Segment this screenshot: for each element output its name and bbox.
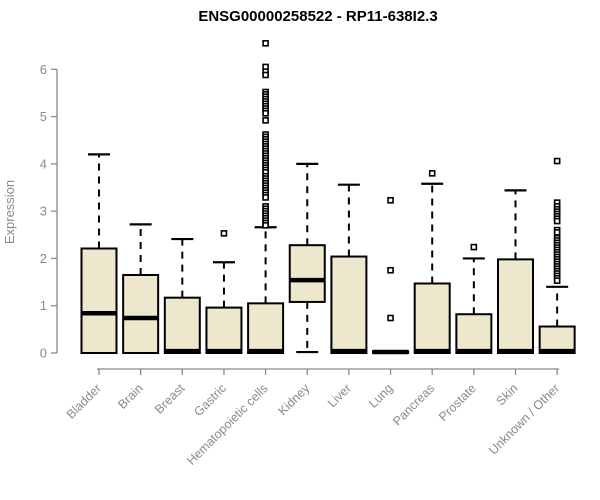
y-tick-label: 5 (40, 109, 47, 124)
y-tick-label: 3 (40, 204, 47, 219)
outlier-point (387, 266, 394, 274)
y-axis-title: Expression (2, 180, 17, 244)
box-bladder (80, 247, 118, 354)
x-tick-label: Hematopoietic cells (184, 381, 271, 468)
outlier-point (262, 222, 269, 229)
y-tick-label: 4 (40, 156, 47, 171)
outlier-point (262, 109, 269, 117)
outlier-point (262, 117, 269, 124)
outlier-point (553, 229, 561, 236)
y-tick-label: 1 (40, 298, 47, 313)
x-tick-label: Brain (115, 381, 146, 412)
chart-title: ENSG00000258522 - RP11-638I2.3 (198, 8, 438, 25)
outlier-point (262, 71, 269, 79)
y-tick-label: 0 (40, 346, 47, 361)
box-liver (330, 255, 368, 354)
x-tick-label: Pancreas (390, 381, 437, 428)
box-kidney (288, 244, 326, 303)
outlier-point (262, 39, 269, 47)
x-tick-label: Bladder (64, 381, 104, 421)
box-prostate (455, 313, 493, 354)
outlier-point (387, 314, 394, 322)
box-unknown-other (538, 325, 576, 354)
outlier-point (553, 157, 561, 165)
box-hematopoietic-cells (247, 302, 285, 355)
x-tick-label: Lung (366, 381, 396, 411)
outlier-point (387, 196, 394, 204)
outlier-point (428, 170, 436, 177)
y-tick-label: 6 (40, 62, 47, 77)
x-tick-label: Prostate (436, 381, 479, 424)
box-brain (122, 273, 160, 355)
box-skin (497, 258, 534, 354)
outlier-point (553, 217, 561, 225)
outlier-point (553, 277, 561, 284)
x-tick-label: Skin (494, 381, 521, 408)
outlier-point (262, 194, 269, 201)
outlier-point (470, 243, 478, 251)
box-gastric (205, 306, 243, 354)
x-tick-label: Breast (152, 381, 188, 417)
x-tick-label: Unknown / Other (486, 381, 562, 457)
x-tick-label: Gastric (191, 381, 229, 419)
y-tick-label: 2 (40, 251, 47, 266)
x-tick-label: Kidney (275, 381, 312, 418)
x-tick-label: Liver (325, 381, 354, 410)
box-breast (163, 296, 201, 354)
outlier-point (220, 230, 228, 237)
box-pancreas (413, 282, 451, 354)
